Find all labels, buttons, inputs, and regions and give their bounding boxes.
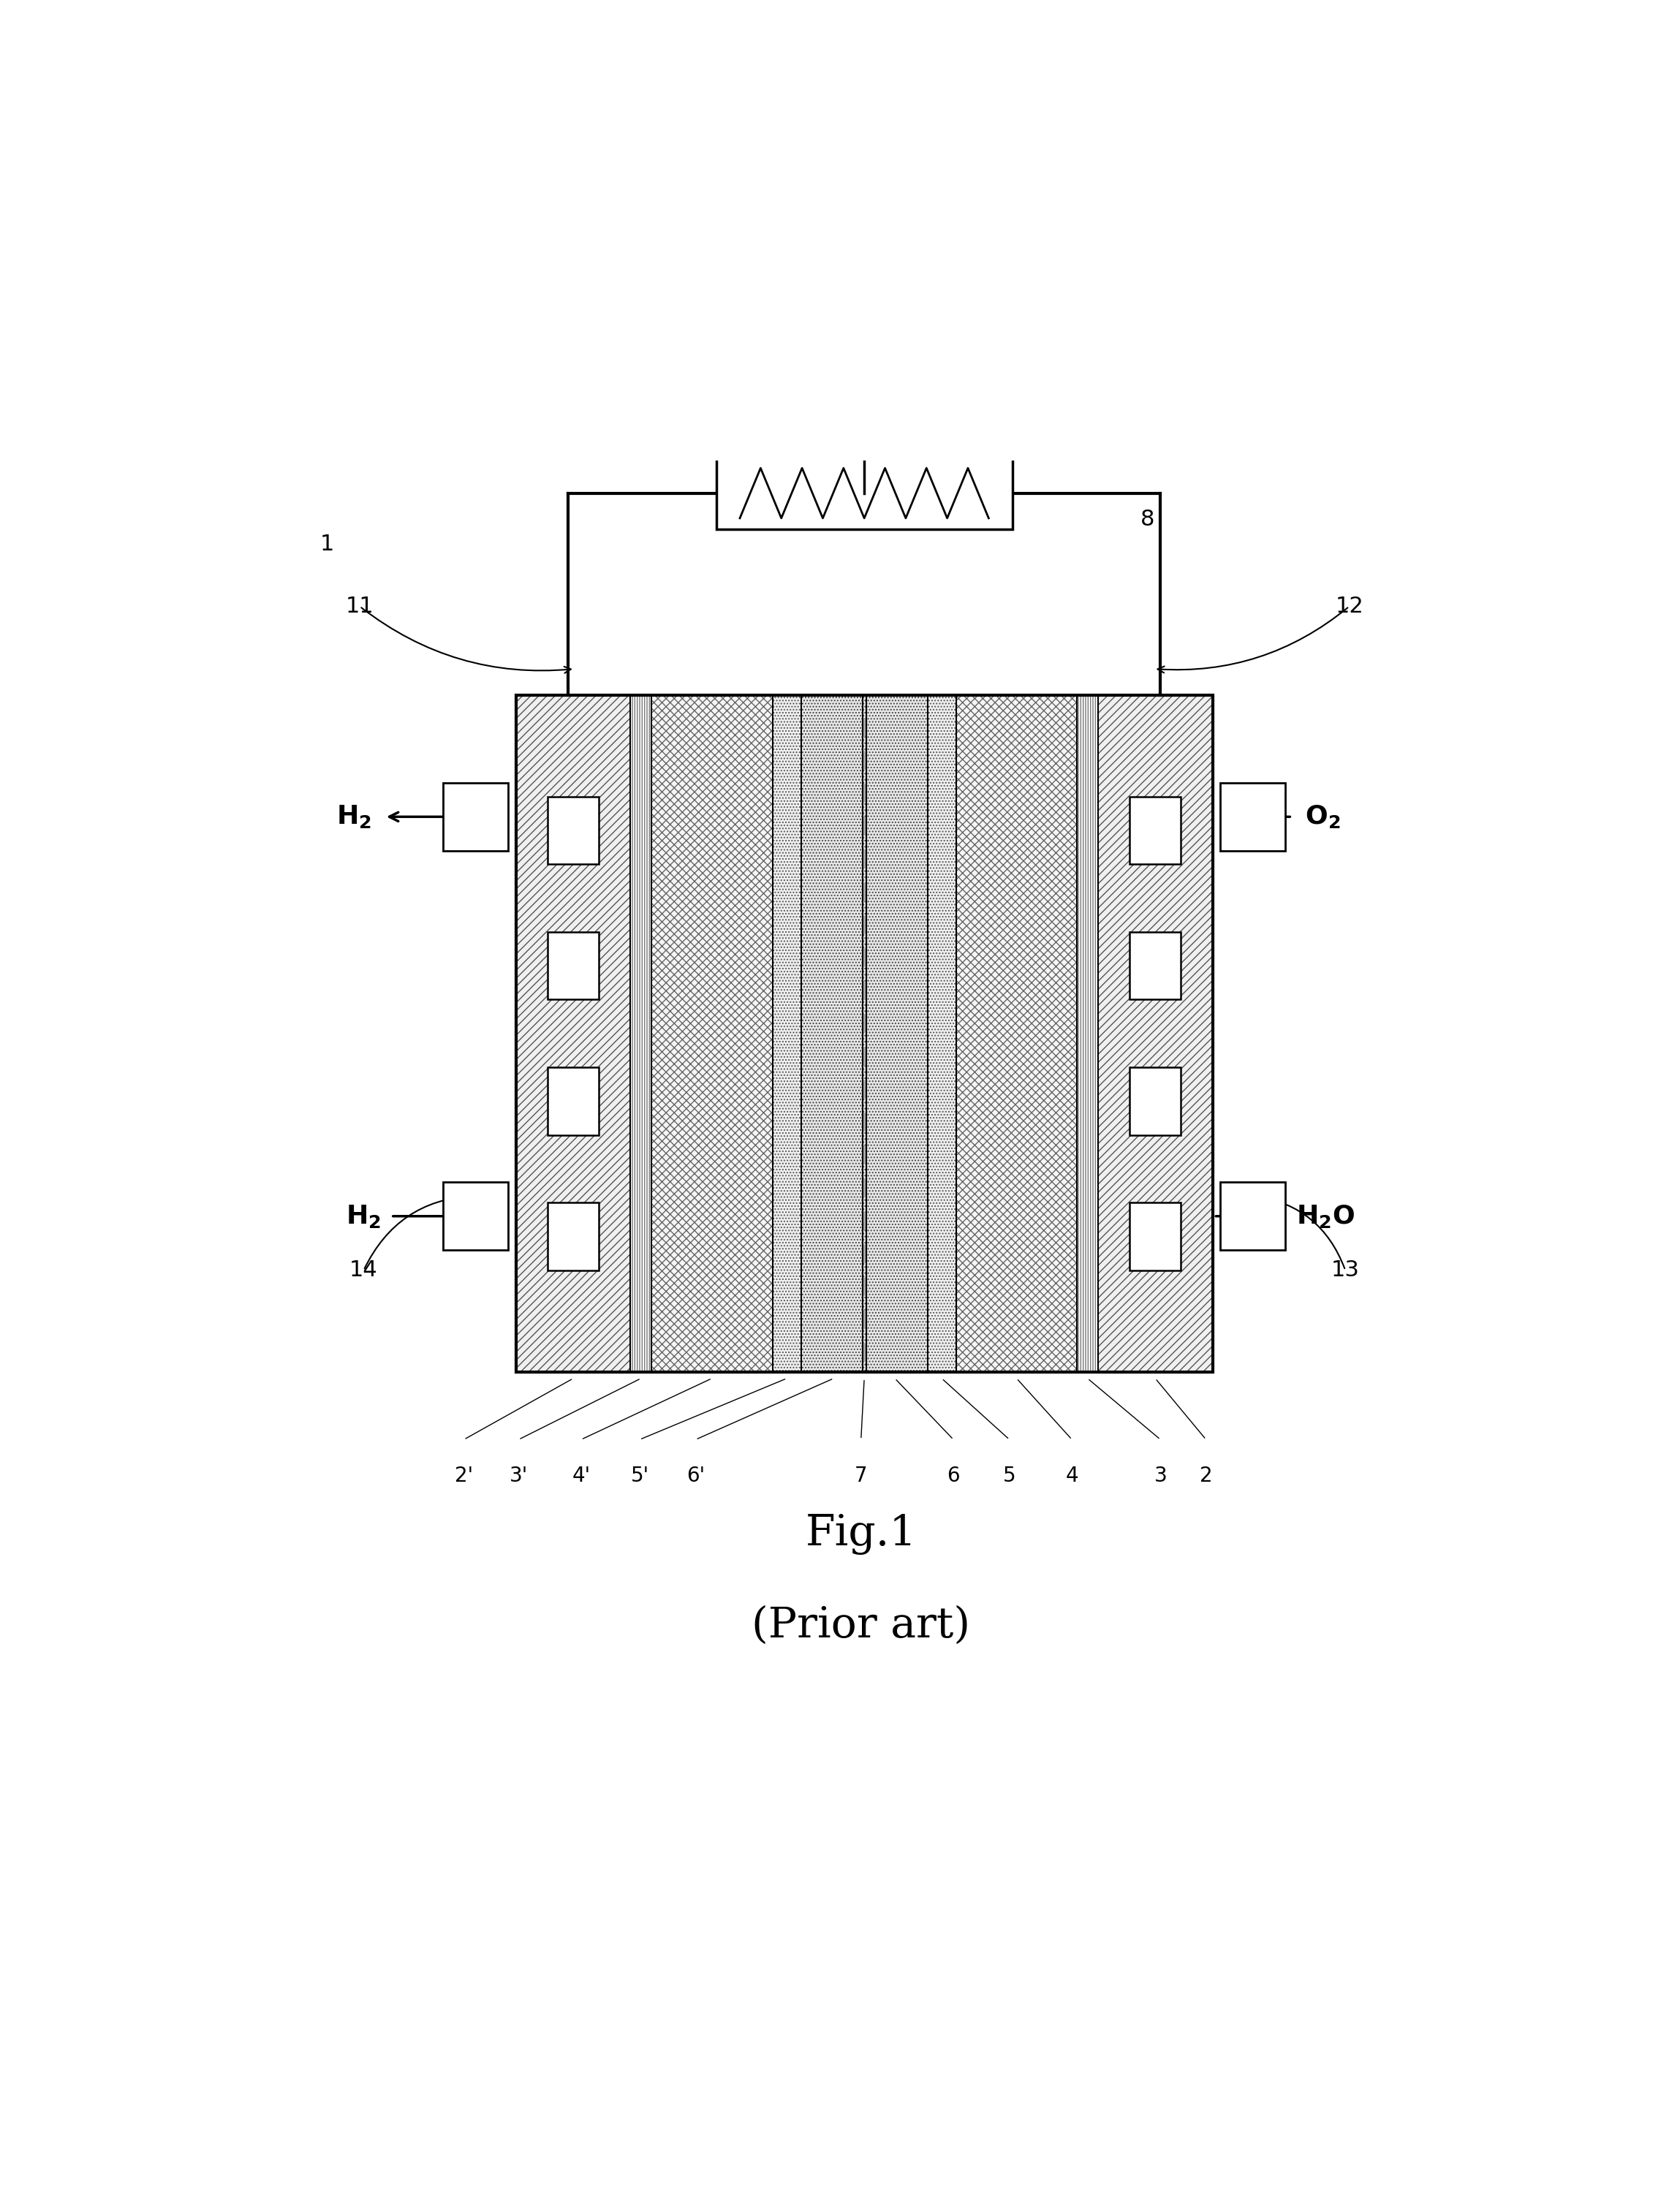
Bar bbox=[444, 1182, 507, 1250]
Text: 6': 6' bbox=[687, 1466, 706, 1486]
Bar bbox=[548, 797, 600, 865]
Bar bbox=[516, 696, 630, 1371]
Bar bbox=[1220, 1182, 1285, 1250]
Text: 6: 6 bbox=[948, 1466, 959, 1486]
Text: 14: 14 bbox=[349, 1259, 378, 1281]
Bar bbox=[548, 1067, 600, 1136]
Bar bbox=[516, 696, 1213, 1371]
Bar bbox=[652, 696, 773, 1371]
Bar bbox=[516, 696, 1213, 1371]
Bar bbox=[548, 931, 600, 999]
Text: 5: 5 bbox=[1003, 1466, 1016, 1486]
Bar bbox=[1220, 784, 1285, 850]
Bar bbox=[1077, 696, 1099, 1371]
Circle shape bbox=[825, 370, 904, 447]
Text: 11: 11 bbox=[346, 596, 375, 616]
Text: (Prior art): (Prior art) bbox=[751, 1605, 971, 1646]
Bar bbox=[773, 696, 801, 1371]
Bar bbox=[630, 696, 652, 1371]
Bar bbox=[801, 696, 867, 1371]
Text: Fig.1: Fig.1 bbox=[805, 1514, 917, 1556]
Text: 2': 2' bbox=[455, 1466, 474, 1486]
Text: 3: 3 bbox=[1154, 1466, 1168, 1486]
Text: 12: 12 bbox=[1336, 596, 1364, 616]
Bar bbox=[862, 696, 927, 1371]
Bar bbox=[956, 696, 1077, 1371]
Text: 8: 8 bbox=[1141, 508, 1154, 530]
Text: 3': 3' bbox=[509, 1466, 528, 1486]
Bar bbox=[862, 696, 867, 1371]
Bar bbox=[1129, 931, 1181, 999]
Bar bbox=[716, 458, 1013, 528]
Text: 7: 7 bbox=[855, 1466, 867, 1486]
Text: 5': 5' bbox=[630, 1466, 648, 1486]
Text: 4: 4 bbox=[1065, 1466, 1079, 1486]
Bar bbox=[548, 1202, 600, 1270]
Bar bbox=[1129, 1067, 1181, 1136]
Text: 1: 1 bbox=[321, 533, 334, 555]
Text: $\mathbf{H_2}$: $\mathbf{H_2}$ bbox=[346, 1204, 381, 1230]
Text: $\mathbf{H_2}$: $\mathbf{H_2}$ bbox=[336, 803, 371, 830]
Bar bbox=[1129, 797, 1181, 865]
Text: $\mathbf{H_2O}$: $\mathbf{H_2O}$ bbox=[1295, 1204, 1354, 1230]
Bar bbox=[1099, 696, 1213, 1371]
Bar bbox=[1129, 1202, 1181, 1270]
Text: $\mathbf{O_2}$: $\mathbf{O_2}$ bbox=[1305, 803, 1341, 830]
Bar bbox=[927, 696, 956, 1371]
Bar bbox=[444, 784, 507, 850]
Text: 4': 4' bbox=[571, 1466, 590, 1486]
Text: 2: 2 bbox=[1200, 1466, 1213, 1486]
Text: 13: 13 bbox=[1331, 1259, 1359, 1281]
